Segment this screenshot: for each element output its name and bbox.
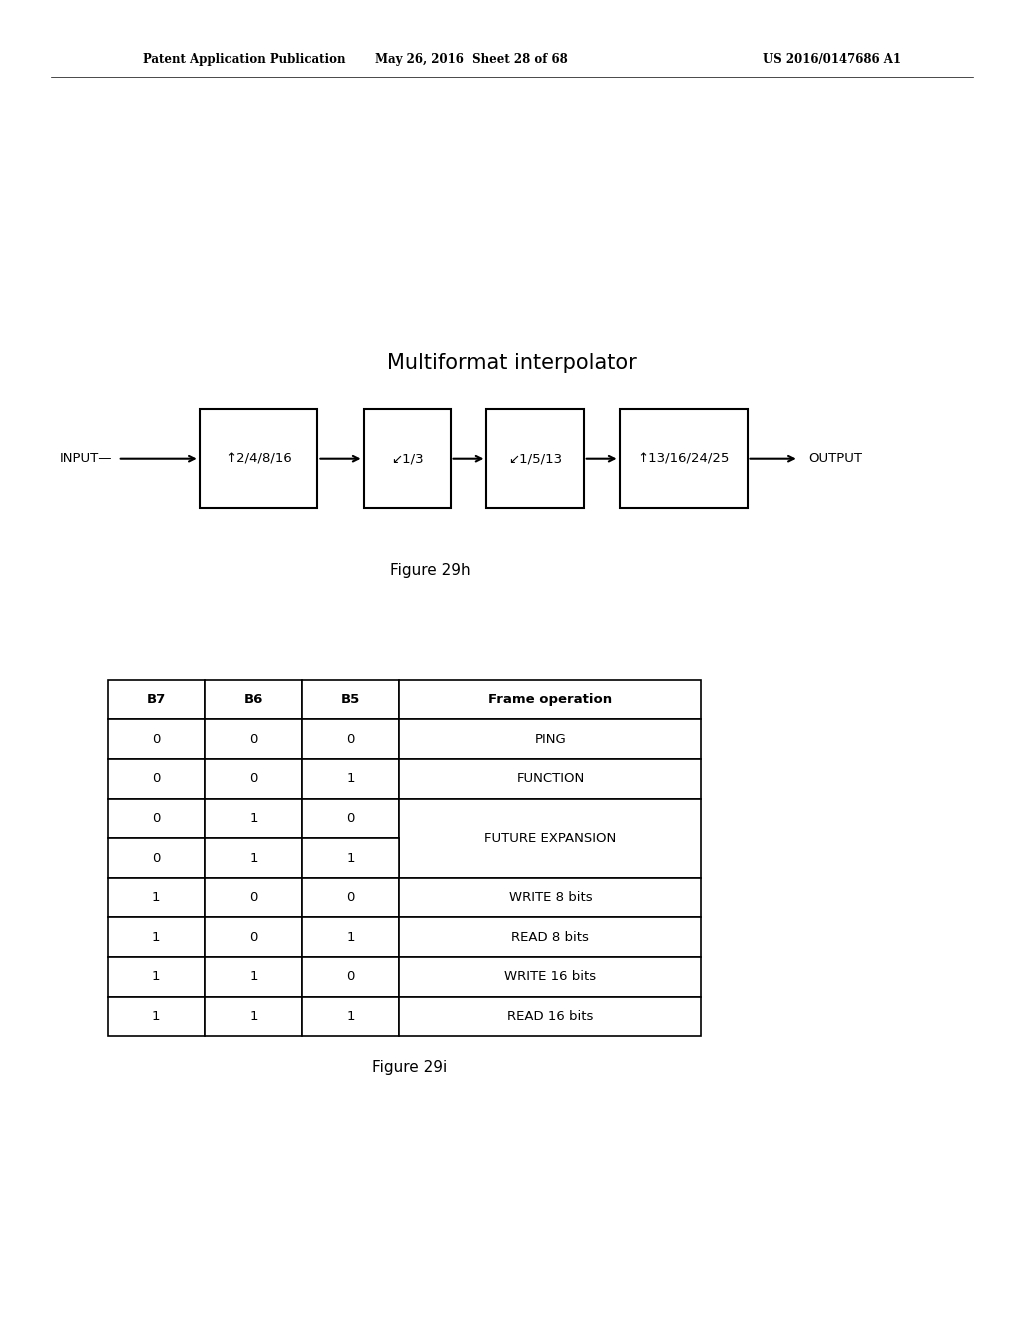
Text: ↑13/16/24/25: ↑13/16/24/25	[637, 453, 730, 465]
Text: 1: 1	[346, 1010, 355, 1023]
Bar	[486, 409, 584, 508]
Text: 0: 0	[346, 891, 355, 904]
Text: OUTPUT: OUTPUT	[808, 453, 862, 465]
Text: 1: 1	[249, 1010, 258, 1023]
Text: 0: 0	[249, 891, 258, 904]
Bar	[302, 719, 399, 759]
Bar	[108, 997, 205, 1036]
Bar	[205, 799, 302, 838]
Bar	[205, 997, 302, 1036]
Text: 0: 0	[152, 772, 161, 785]
Text: Frame operation: Frame operation	[488, 693, 612, 706]
Bar	[108, 838, 205, 878]
Bar	[205, 759, 302, 799]
Text: INPUT—: INPUT—	[60, 453, 113, 465]
Bar	[200, 409, 317, 508]
Bar	[302, 838, 399, 878]
Text: 1: 1	[346, 851, 355, 865]
Bar	[364, 409, 451, 508]
Text: ↙1/3: ↙1/3	[391, 453, 423, 465]
Bar	[108, 759, 205, 799]
Bar	[205, 957, 302, 997]
Text: WRITE 8 bits: WRITE 8 bits	[509, 891, 592, 904]
Bar	[302, 997, 399, 1036]
Text: 1: 1	[249, 970, 258, 983]
Text: 1: 1	[152, 891, 161, 904]
Text: 1: 1	[152, 931, 161, 944]
Bar	[399, 997, 701, 1036]
Text: 1: 1	[346, 931, 355, 944]
Text: 0: 0	[152, 851, 161, 865]
Text: B6: B6	[244, 693, 263, 706]
Bar	[399, 719, 701, 759]
Text: 0: 0	[249, 733, 258, 746]
Bar	[302, 917, 399, 957]
Text: 0: 0	[152, 812, 161, 825]
Text: Multiformat interpolator: Multiformat interpolator	[387, 352, 637, 374]
Text: 1: 1	[152, 970, 161, 983]
Text: READ 16 bits: READ 16 bits	[507, 1010, 594, 1023]
Text: 1: 1	[249, 851, 258, 865]
Bar	[620, 409, 748, 508]
Bar	[108, 957, 205, 997]
Bar	[205, 878, 302, 917]
Bar	[302, 759, 399, 799]
Bar	[108, 878, 205, 917]
Text: B5: B5	[341, 693, 360, 706]
Bar	[108, 799, 205, 838]
Bar	[108, 680, 205, 719]
Text: 0: 0	[346, 812, 355, 825]
Bar	[205, 719, 302, 759]
Bar	[302, 878, 399, 917]
Bar	[399, 878, 701, 917]
Text: 0: 0	[152, 733, 161, 746]
Bar	[302, 799, 399, 838]
Bar	[399, 680, 701, 719]
Text: 1: 1	[249, 812, 258, 825]
Text: 1: 1	[346, 772, 355, 785]
Text: ↑2/4/8/16: ↑2/4/8/16	[225, 453, 292, 465]
Bar	[302, 680, 399, 719]
Text: 0: 0	[346, 733, 355, 746]
Bar	[399, 917, 701, 957]
Text: FUTURE EXPANSION: FUTURE EXPANSION	[484, 832, 616, 845]
Bar	[399, 759, 701, 799]
Text: Patent Application Publication: Patent Application Publication	[143, 53, 346, 66]
Text: READ 8 bits: READ 8 bits	[511, 931, 590, 944]
Text: ↙1/5/13: ↙1/5/13	[508, 453, 562, 465]
Text: 1: 1	[152, 1010, 161, 1023]
Bar	[399, 799, 701, 878]
Bar	[302, 957, 399, 997]
Text: FUNCTION: FUNCTION	[516, 772, 585, 785]
Text: 0: 0	[346, 970, 355, 983]
Bar	[205, 917, 302, 957]
Text: Figure 29h: Figure 29h	[390, 562, 470, 578]
Text: Figure 29i: Figure 29i	[372, 1060, 447, 1076]
Bar	[108, 917, 205, 957]
Text: 0: 0	[249, 931, 258, 944]
Text: WRITE 16 bits: WRITE 16 bits	[505, 970, 596, 983]
Bar	[108, 719, 205, 759]
Text: 0: 0	[249, 772, 258, 785]
Bar	[205, 838, 302, 878]
Bar	[399, 957, 701, 997]
Text: B7: B7	[146, 693, 166, 706]
Text: US 2016/0147686 A1: US 2016/0147686 A1	[763, 53, 901, 66]
Text: May 26, 2016  Sheet 28 of 68: May 26, 2016 Sheet 28 of 68	[375, 53, 567, 66]
Bar	[205, 680, 302, 719]
Text: PING: PING	[535, 733, 566, 746]
